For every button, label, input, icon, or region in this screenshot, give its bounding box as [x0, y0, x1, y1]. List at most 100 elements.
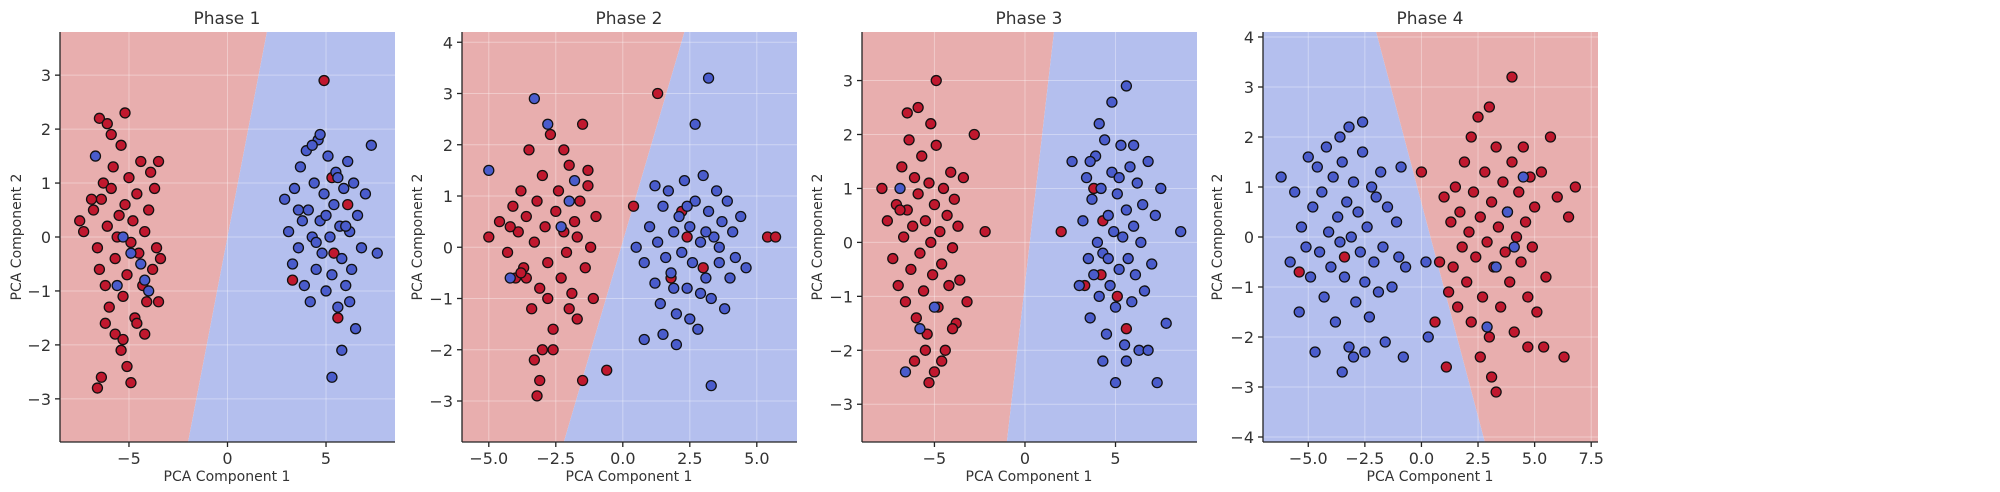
- data-point-red: [896, 161, 908, 173]
- series-red: [1293, 71, 1582, 398]
- data-point-blue: [1115, 139, 1127, 151]
- data-point-red: [1483, 101, 1496, 113]
- data-point-red: [1540, 271, 1552, 283]
- data-point-blue: [314, 128, 326, 141]
- data-point-blue: [676, 246, 688, 259]
- data-point-blue: [1146, 258, 1158, 270]
- x-tick-label: 2.5: [677, 449, 702, 468]
- x-tick-label: −2.5: [1345, 449, 1384, 468]
- data-point-red: [1474, 351, 1486, 363]
- data-point-blue: [689, 195, 701, 207]
- data-point-red: [1490, 386, 1502, 398]
- data-point-red: [531, 390, 543, 402]
- data-point-red: [99, 317, 111, 329]
- data-point-red: [528, 236, 541, 248]
- x-tick-label: 5.0: [1522, 449, 1547, 468]
- data-point-red: [342, 198, 354, 211]
- data-point-blue: [1309, 346, 1321, 358]
- y-tick-label: −1: [1230, 278, 1254, 297]
- data-point-red: [560, 246, 573, 259]
- data-point-red: [121, 269, 133, 281]
- y-tick-label: 3: [41, 66, 51, 85]
- data-point-red: [1438, 191, 1450, 203]
- y-tick-label: −1: [27, 282, 51, 301]
- data-point-red: [903, 134, 915, 146]
- data-point-blue: [708, 231, 720, 243]
- data-point-blue: [681, 282, 693, 294]
- x-tick-label: 5: [1110, 449, 1120, 468]
- data-point-red: [957, 172, 970, 184]
- data-point-blue: [282, 225, 295, 238]
- data-point-red: [119, 198, 131, 211]
- data-point-red: [1485, 196, 1498, 208]
- data-point-red: [550, 205, 562, 218]
- data-point-red: [1055, 225, 1067, 238]
- data-point-blue: [1395, 161, 1407, 173]
- data-point-red: [928, 198, 941, 211]
- data-point-blue: [678, 174, 691, 187]
- data-point-blue: [371, 247, 383, 259]
- data-point-red: [150, 242, 163, 254]
- data-point-red: [576, 374, 589, 387]
- data-point-blue: [697, 169, 709, 182]
- data-point-red: [968, 128, 980, 141]
- data-point-blue: [1124, 161, 1136, 173]
- data-point-blue: [1300, 241, 1312, 253]
- y-tick-label: 0: [443, 238, 453, 257]
- data-point-red: [916, 150, 928, 162]
- data-point-blue: [643, 221, 656, 233]
- data-point-blue: [351, 209, 364, 222]
- data-point-blue: [1093, 118, 1105, 130]
- data-point-blue: [705, 379, 717, 392]
- data-point-red: [328, 247, 340, 259]
- data-point-red: [582, 164, 594, 177]
- data-point-red: [1569, 181, 1582, 193]
- data-point-red: [1458, 156, 1471, 168]
- data-point-red: [105, 128, 117, 141]
- data-point-blue: [670, 308, 683, 320]
- x-tick-label: −5: [923, 449, 947, 468]
- data-point-red: [141, 296, 153, 308]
- y-tick-label: −2: [429, 341, 453, 360]
- data-point-blue: [673, 210, 685, 223]
- y-tick-label: −1: [429, 290, 453, 309]
- data-point-red: [1490, 141, 1502, 153]
- data-point-blue: [1084, 312, 1096, 324]
- data-point-blue: [1175, 225, 1187, 238]
- data-point-blue: [1381, 201, 1394, 213]
- x-tick-label: 0: [1020, 449, 1030, 468]
- data-point-blue: [1084, 155, 1096, 168]
- data-point-blue: [1481, 321, 1493, 333]
- x-tick-label: 5: [321, 449, 331, 468]
- data-point-red: [534, 374, 546, 387]
- data-point-blue: [292, 204, 305, 216]
- data-point-red: [894, 204, 906, 216]
- data-point-blue: [1327, 171, 1339, 183]
- decision-regions: [862, 32, 1197, 442]
- data-point-blue: [310, 236, 322, 249]
- data-point-red: [892, 279, 904, 292]
- chart-title: Phase 2: [596, 9, 663, 29]
- data-point-blue: [1356, 146, 1369, 158]
- y-tick-label: −2: [27, 336, 51, 355]
- data-point-red: [697, 262, 709, 274]
- data-point-blue: [1332, 211, 1344, 223]
- data-point-blue: [1316, 186, 1328, 198]
- data-point-red: [1447, 261, 1459, 273]
- data-point-red: [504, 221, 516, 233]
- data-point-red: [1526, 241, 1539, 253]
- data-point-red: [1515, 256, 1527, 268]
- data-point-blue: [278, 193, 291, 205]
- data-point-blue: [340, 220, 352, 232]
- data-point-blue: [332, 172, 344, 184]
- data-point-red: [961, 296, 973, 308]
- data-point-blue: [332, 301, 344, 313]
- data-point-red: [1497, 176, 1509, 188]
- data-point-red: [1481, 236, 1493, 248]
- data-point-red: [1538, 341, 1550, 353]
- data-point-blue: [729, 251, 742, 264]
- data-point-blue: [1336, 156, 1348, 168]
- y-tick-label: 2: [443, 136, 453, 155]
- y-tick-label: −4: [1230, 428, 1254, 447]
- data-point-blue: [1311, 161, 1323, 173]
